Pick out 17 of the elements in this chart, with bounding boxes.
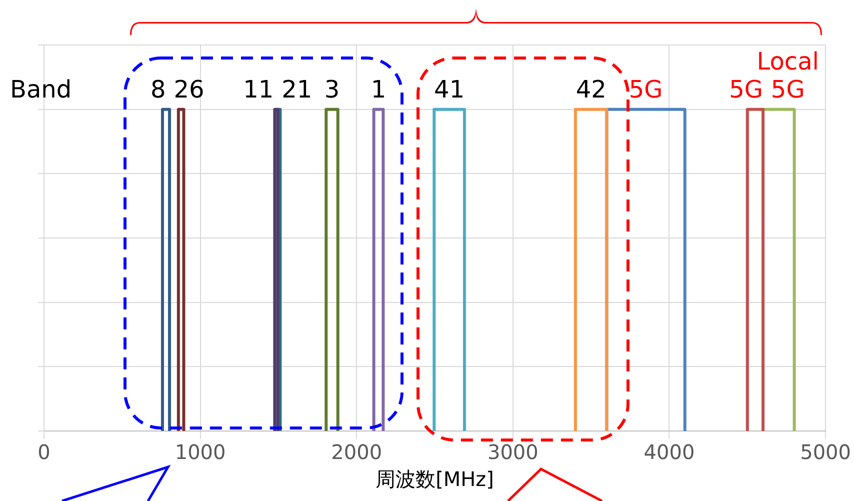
annotation: 5G <box>628 75 663 104</box>
series-label: 21 <box>282 75 312 104</box>
series-label: 3 <box>324 75 340 104</box>
x-tick-label: 1000 <box>174 440 226 464</box>
x-tick-label: 2000 <box>331 440 382 464</box>
series-label: 26 <box>174 75 204 104</box>
series-label: 1 <box>370 75 386 104</box>
x-axis-title: 周波数[MHz] <box>376 467 494 492</box>
x-tick-label: 5000 <box>800 440 852 464</box>
series-label: 8 <box>150 75 166 104</box>
x-tick-label: 4000 <box>644 440 695 464</box>
series-label: 42 <box>576 75 606 104</box>
x-tick-label: 0 <box>38 440 50 464</box>
x-tick-label: 3000 <box>487 440 538 464</box>
series-label: 11 <box>243 75 274 104</box>
series-label: 41 <box>434 75 465 104</box>
text: Band <box>10 75 72 104</box>
